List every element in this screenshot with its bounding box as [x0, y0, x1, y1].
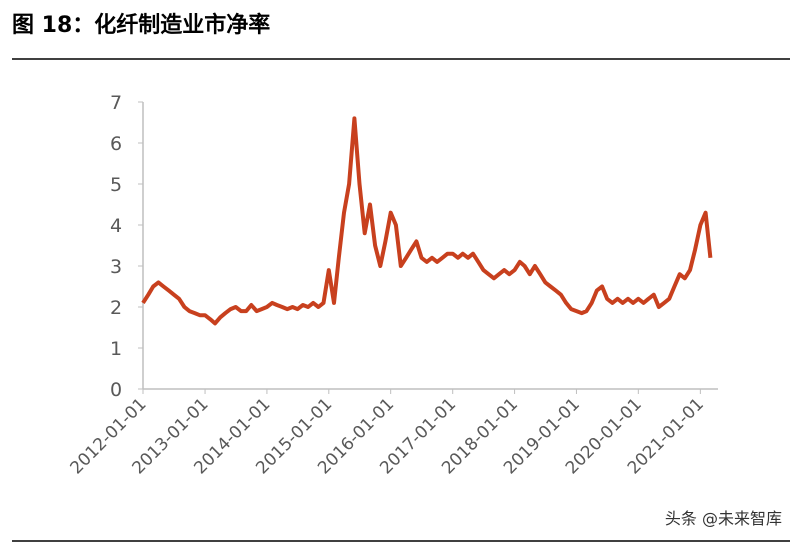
y-tick-label: 5 [110, 174, 122, 196]
title: 图 18：化纤制造业市净率 [12, 12, 270, 38]
y-tick-label: 0 [110, 379, 122, 401]
y-tick-label: 7 [110, 92, 122, 114]
watermark: 头条 @未来智库 [665, 509, 782, 528]
y-tick-label: 2 [110, 297, 122, 319]
y-tick-label: 1 [110, 338, 122, 360]
y-tick-label: 6 [110, 133, 122, 155]
y-tick-label: 3 [110, 256, 122, 278]
y-tick-label: 4 [110, 215, 122, 237]
series-line [141, 116, 713, 326]
